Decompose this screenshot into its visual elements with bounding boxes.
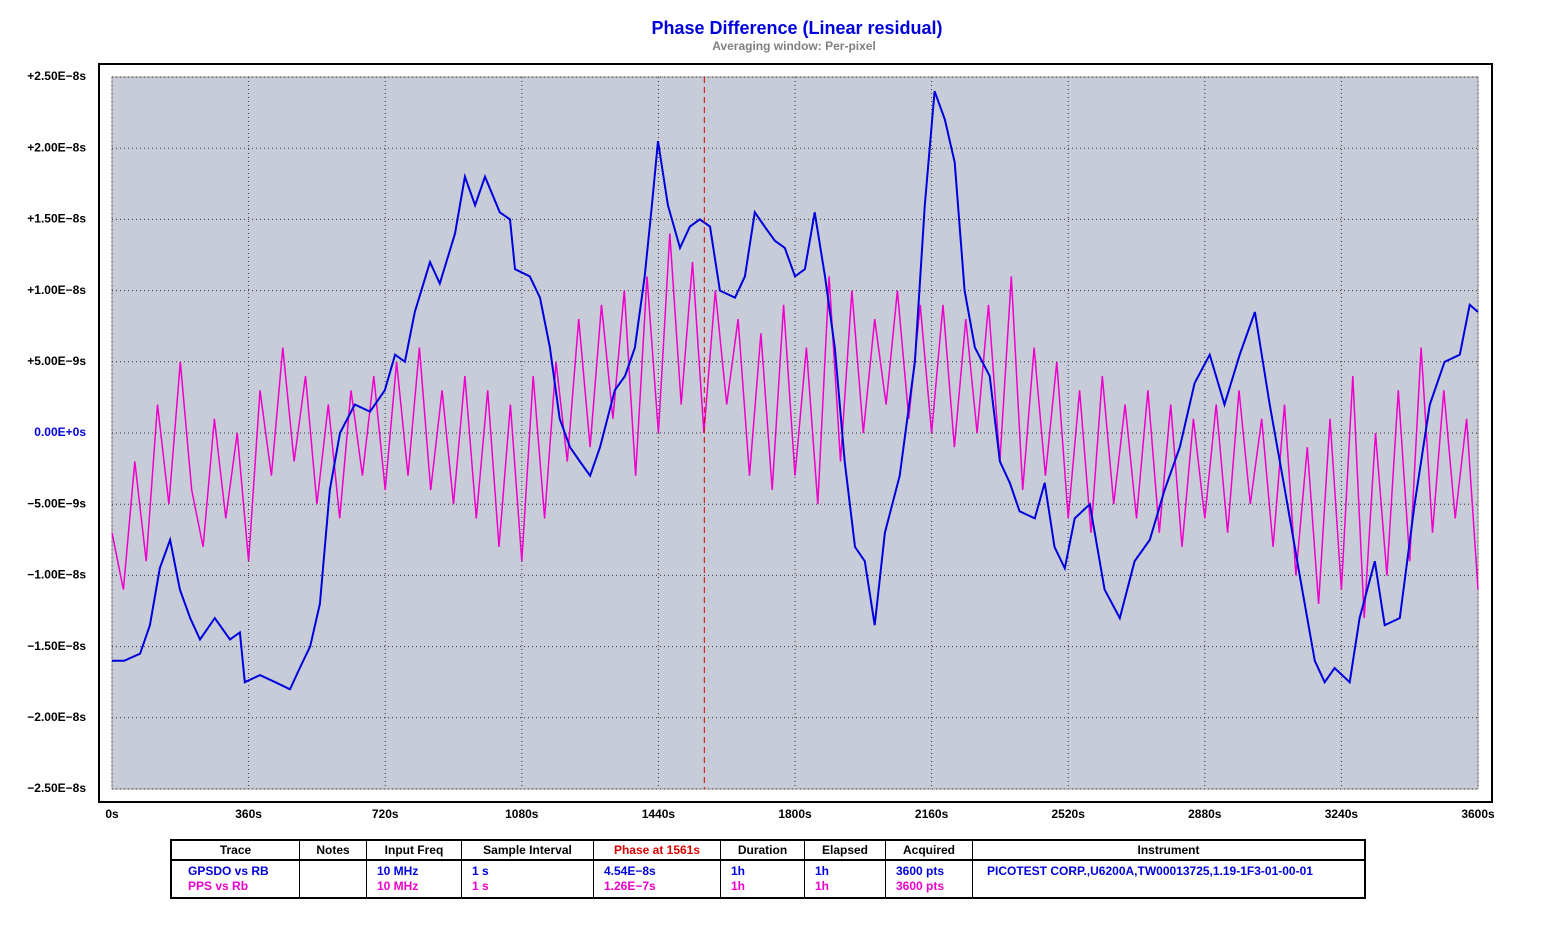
- series-line: [111, 233, 1479, 619]
- y-tick-label: +2.50E−8s: [27, 69, 86, 83]
- series-line: [112, 90, 1479, 691]
- y-tick-label: +2.00E−8s: [27, 140, 86, 154]
- header-row: Trace Notes Input Freq Sample Interval Phase…: [170, 839, 1366, 861]
- cell: GPSDO vs RB: [170, 860, 300, 879]
- cell: [299, 879, 367, 898]
- info-table: Trace Notes Input Freq Sample Interval Phase…: [170, 839, 1366, 899]
- row: PPS vs Rb 10 MHz 1 s 1.26E−7s 1h 1h 3600 pts: [170, 879, 1365, 898]
- x-tick-label: 1800s: [778, 807, 812, 821]
- x-tick-label: 720s: [372, 807, 399, 821]
- x-tick-label: 2880s: [1188, 807, 1222, 821]
- y-tick-label: −2.50E−8s: [27, 781, 86, 795]
- cell: 3600 pts: [885, 860, 973, 879]
- row: GPSDO vs RB 10 MHz 1 s 4.54E−8s 1h 1h 3600 pts…: [170, 860, 1366, 898]
- chart-title: Phase Difference (Linear residual): [651, 18, 942, 38]
- column-header: Input Freq: [366, 839, 462, 861]
- column-header: Instrument: [972, 839, 1366, 861]
- cell: 1h: [804, 879, 886, 898]
- cell: 10 MHz: [366, 879, 462, 898]
- y-tick-label: −1.50E−8s: [27, 639, 86, 653]
- y-tick-label: +5.00E−9s: [27, 354, 86, 368]
- x-tick-label: 0s: [105, 807, 119, 821]
- column-header: Sample Interval: [461, 839, 594, 861]
- cell: 1 s: [461, 860, 594, 879]
- column-header: Acquired: [885, 839, 973, 861]
- y-tick-label: −2.00E−8s: [27, 710, 86, 724]
- x-tick-label: 2160s: [915, 807, 949, 821]
- cell: 1 s: [461, 879, 594, 898]
- column-header: Elapsed: [804, 839, 886, 861]
- x-tick-label: 360s: [235, 807, 262, 821]
- x-tick-label: 2520s: [1052, 807, 1086, 821]
- y-tick-label: −1.00E−8s: [27, 568, 86, 582]
- x-tick-label: 3240s: [1325, 807, 1359, 821]
- cell: 1h: [720, 860, 805, 879]
- chart: Phase Difference (Linear residual) Avera…: [27, 18, 1495, 821]
- y-tick-label: +1.50E−8s: [27, 212, 86, 226]
- cell: 1h: [720, 879, 805, 898]
- x-tick-label: 1080s: [505, 807, 539, 821]
- cell: PICOTEST CORP.,U6200A,TW00013725,1.19-1F…: [972, 860, 1366, 898]
- column-header: Trace: [170, 839, 300, 861]
- x-tick-label: 3600s: [1461, 807, 1495, 821]
- y-tick-label: −5.00E−9s: [27, 496, 86, 510]
- column-header: Phase at 1561s: [593, 839, 721, 861]
- y-tick-label: 0.00E+0s: [34, 425, 86, 439]
- cell: 1.26E−7s: [593, 879, 721, 898]
- cell: 3600 pts: [885, 879, 973, 898]
- cell: 1h: [804, 860, 886, 879]
- cell: [299, 860, 367, 879]
- x-tick-label: 1440s: [642, 807, 676, 821]
- chart-subtitle: Averaging window: Per-pixel: [712, 39, 876, 53]
- y-tick-label: +1.00E−8s: [27, 283, 86, 297]
- column-header: Notes: [299, 839, 367, 861]
- cell: 10 MHz: [366, 860, 462, 879]
- cell: 4.54E−8s: [593, 860, 721, 879]
- cell: PPS vs Rb: [170, 879, 300, 898]
- column-header: Duration: [720, 839, 805, 861]
